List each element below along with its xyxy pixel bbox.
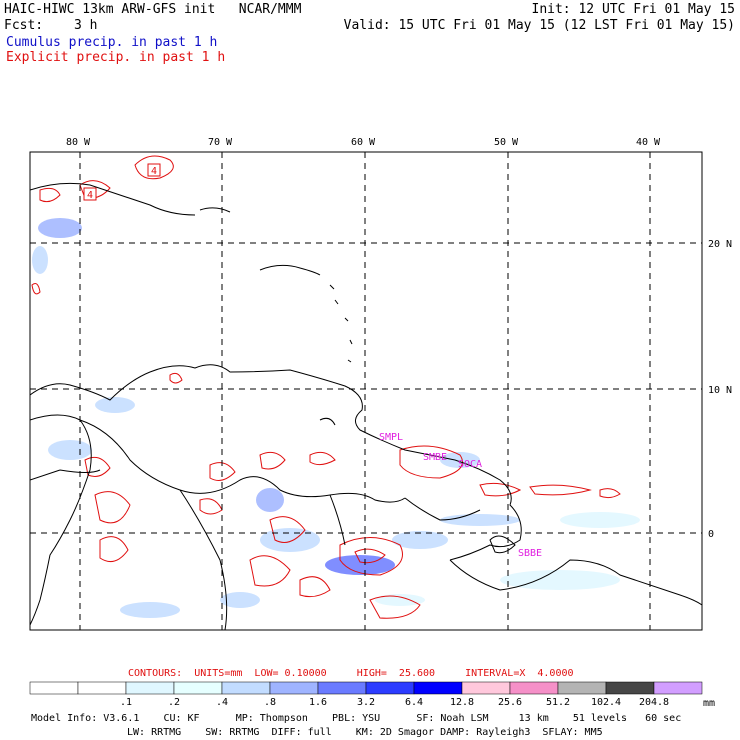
forecast-value: 3 h <box>74 18 98 33</box>
colorbar-swatch <box>269 681 319 695</box>
station-label: SMPL <box>379 432 403 443</box>
colorbar-unit: mm <box>703 698 715 709</box>
cumulus-legend: Cumulus precip. in past 1 h <box>6 35 218 50</box>
colorbar-tick: .8 <box>264 697 276 708</box>
lon-label: 40 W <box>636 137 661 148</box>
colorbar-swatch <box>605 681 655 695</box>
colorbar-swatch <box>221 681 271 695</box>
colorbar-tick: 12.8 <box>450 697 474 708</box>
svg-text:4: 4 <box>151 166 157 177</box>
model-info-line2: LW: RRTMG SW: RRTMG DIFF: full KM: 2D Sm… <box>127 727 603 738</box>
colorbar-swatch <box>653 681 703 695</box>
station-label: SOCA <box>458 459 482 470</box>
colorbar-swatch <box>317 681 367 695</box>
colorbar-swatch <box>125 681 175 695</box>
lon-label: 80 W <box>66 137 91 148</box>
lat-lon-grid <box>30 152 702 630</box>
valid-time: Valid: 15 UTC Fri 01 May 15 (12 LST Fri … <box>343 18 735 33</box>
colorbar-tick: 1.6 <box>309 697 327 708</box>
colorbar-tick: .1 <box>120 697 132 708</box>
lon-label: 70 W <box>208 137 233 148</box>
map-frame <box>29 151 703 631</box>
colorbar-tick: 25.6 <box>498 697 522 708</box>
colorbar-swatch <box>509 681 559 695</box>
contour-info: CONTOURS: UNITS=mm LOW= 0.10000 HIGH= 25… <box>128 668 574 679</box>
colorbar-tick: .2 <box>168 697 180 708</box>
explicit-precip-contours <box>31 155 621 619</box>
colorbar-swatch <box>461 681 511 695</box>
color-bar: .1 .2 .4 .8 1.6 3.2 6.4 12.8 25.6 51.2 102.4 204.8 <box>29 681 703 708</box>
forecast-label: Fcst: <box>4 18 44 33</box>
latitude-labels: 20 N 10 N 0 <box>708 239 732 540</box>
colorbar-swatch <box>77 681 127 695</box>
colorbar-swatch <box>173 681 223 695</box>
station-labels: SMPL SMBE SOCA SBBE <box>379 432 542 559</box>
lat-label: 10 N <box>708 385 732 396</box>
contour-labels: 4 4 <box>83 163 161 201</box>
lon-label: 50 W <box>494 137 519 148</box>
colorbar-tick: 102.4 <box>591 697 621 708</box>
explicit-legend: Explicit precip. in past 1 h <box>6 50 226 65</box>
lat-label: 20 N <box>708 239 732 250</box>
lat-label: 0 <box>708 529 714 540</box>
longitude-labels: 80 W 70 W 60 W 50 W 40 W <box>66 137 661 148</box>
model-info-line1: Model Info: V3.6.1 CU: KF MP: Thompson P… <box>31 713 681 724</box>
colorbar-tick: 204.8 <box>639 697 669 708</box>
colorbar-tick: 6.4 <box>405 697 423 708</box>
lon-label: 60 W <box>351 137 376 148</box>
colorbar-swatch <box>557 681 607 695</box>
colorbar-swatch <box>413 681 463 695</box>
colorbar-swatch <box>365 681 415 695</box>
station-label: SMBE <box>423 452 447 463</box>
colorbar-tick: 51.2 <box>546 697 570 708</box>
map-title: HAIC-HIWC 13km ARW-GFS init NCAR/MMM <box>4 2 302 17</box>
init-time: Init: 12 UTC Fri 01 May 15 <box>531 2 736 17</box>
coastlines <box>30 182 702 630</box>
colorbar-tick: 3.2 <box>357 697 375 708</box>
colorbar-tick: .4 <box>216 697 228 708</box>
colorbar-swatch <box>29 681 79 695</box>
svg-text:4: 4 <box>87 190 93 201</box>
station-label: SBBE <box>518 548 542 559</box>
